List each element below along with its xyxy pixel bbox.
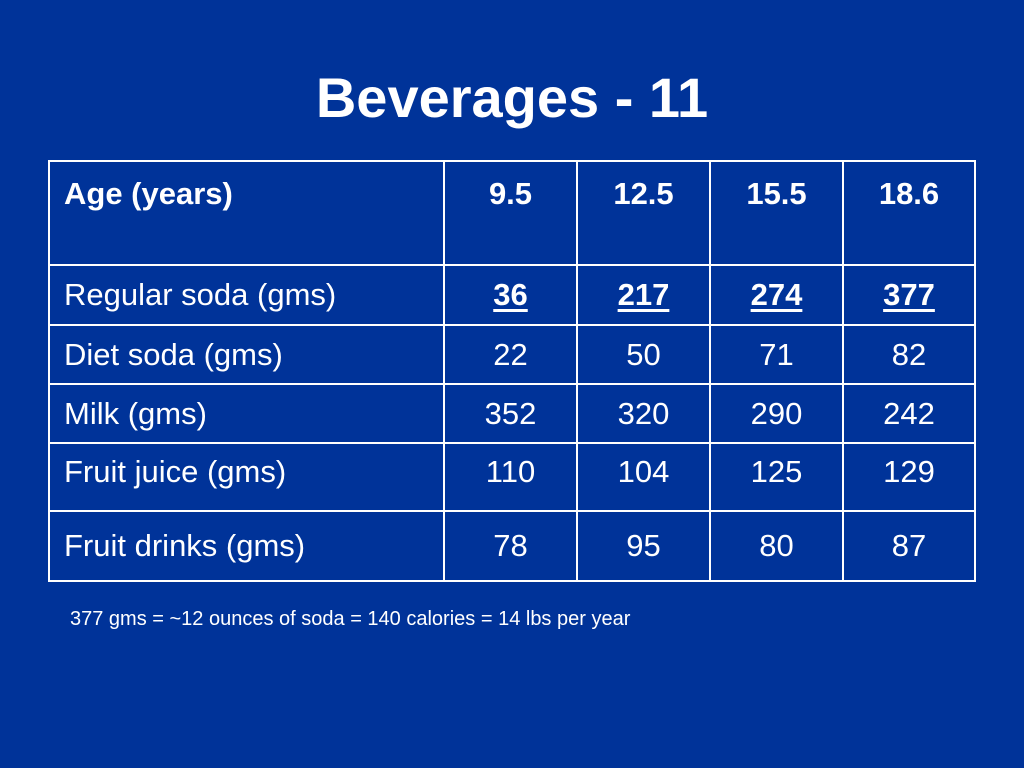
beverages-table: Age (years) 9.5 12.5 15.5 18.6 Regular s… [48, 160, 976, 582]
table-cell: 352 [443, 383, 578, 444]
footnote: 377 gms = ~12 ounces of soda = 140 calor… [70, 608, 631, 630]
row-label: Milk (gms) [48, 383, 445, 444]
table-cell: 290 [709, 383, 844, 444]
table-header-row: Age (years) 9.5 12.5 15.5 18.6 [48, 160, 976, 266]
table-cell: 50 [576, 324, 711, 385]
table-row-diet-soda: Diet soda (gms) 22 50 71 82 [48, 324, 976, 385]
header-cell-age: 18.6 [842, 160, 976, 266]
table-row-regular-soda: Regular soda (gms) 36 217 274 377 [48, 264, 976, 326]
table-cell: 80 [709, 510, 844, 582]
table-cell: 71 [709, 324, 844, 385]
table-cell: 377 [842, 264, 976, 326]
table-cell: 87 [842, 510, 976, 582]
table-cell: 104 [576, 442, 711, 512]
table-row-fruit-juice: Fruit juice (gms) 110 104 125 129 [48, 442, 976, 512]
slide-title: Beverages - 11 [315, 66, 709, 129]
header-cell-label: Age (years) [48, 160, 445, 266]
table-cell: 274 [709, 264, 844, 326]
table-cell: 125 [709, 442, 844, 512]
table-cell: 217 [576, 264, 711, 326]
beverages-table-container: Age (years) 9.5 12.5 15.5 18.6 Regular s… [48, 160, 976, 582]
table-cell: 129 [842, 442, 976, 512]
table-cell: 36 [443, 264, 578, 326]
table-row-fruit-drinks: Fruit drinks (gms) 78 95 80 87 [48, 510, 976, 582]
table-row-milk: Milk (gms) 352 320 290 242 [48, 383, 976, 444]
table-cell: 242 [842, 383, 976, 444]
table-cell: 110 [443, 442, 578, 512]
table-cell: 82 [842, 324, 976, 385]
row-label: Fruit juice (gms) [48, 442, 445, 512]
row-label: Regular soda (gms) [48, 264, 445, 326]
table-cell: 78 [443, 510, 578, 582]
table-cell: 95 [576, 510, 711, 582]
row-label: Diet soda (gms) [48, 324, 445, 385]
header-cell-age: 15.5 [709, 160, 844, 266]
header-cell-age: 9.5 [443, 160, 578, 266]
table-cell: 22 [443, 324, 578, 385]
row-label: Fruit drinks (gms) [48, 510, 445, 582]
header-cell-age: 12.5 [576, 160, 711, 266]
table-cell: 320 [576, 383, 711, 444]
